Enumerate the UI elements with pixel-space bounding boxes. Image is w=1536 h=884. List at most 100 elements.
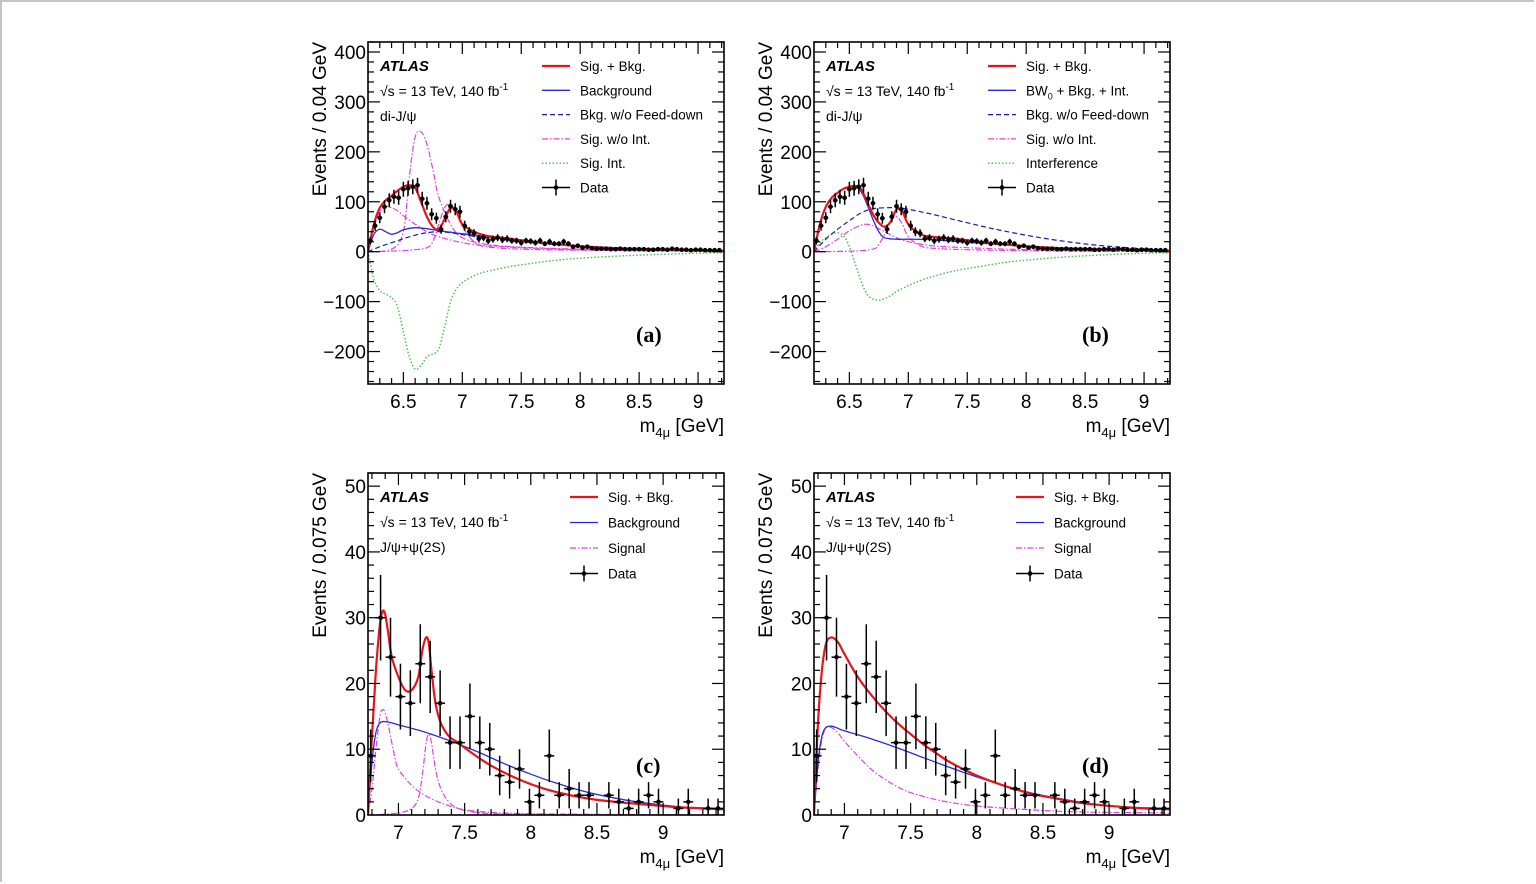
data-point-marker [617,246,623,251]
data-point-marker [674,246,680,252]
plot-frame [367,41,725,385]
data-point [1010,768,1021,809]
data-point [1073,246,1079,252]
data-point-marker [1096,247,1102,252]
x-tick-label: 7 [839,823,850,844]
data-point [564,768,575,809]
data-point-marker [656,799,661,805]
data-point-marker [405,185,411,191]
data-point-marker [528,238,533,244]
data-point-marker [566,241,571,247]
data-point [861,177,866,193]
x-tick-label: 7 [393,823,404,844]
data-point [419,191,425,206]
data-point [490,235,496,243]
data-point [653,788,664,815]
y-tick-label: −200 [323,343,366,364]
data-point-marker [398,694,403,699]
data-point-marker [997,241,1003,247]
legend-item-background: Background [542,83,652,98]
legend-label-rest: + Bkg. + Int. [1053,83,1130,98]
data-point-marker [1161,806,1167,811]
x-tick-label: 7.5 [508,392,534,413]
data-point [665,247,670,252]
energy-lumi-label: √s = 13 TeV, 140 fb-1 [380,82,509,99]
data-point-marker [1111,247,1116,252]
data-point-marker [1063,246,1069,251]
data-point-marker [1068,246,1074,252]
series-line-sig-int [368,251,724,371]
data-point-marker [824,615,829,620]
data-point [1078,246,1083,252]
data-point [372,220,378,231]
data-point [556,241,562,247]
channel-label: di-J/ψ [826,108,862,124]
data-point-marker [556,792,562,798]
data-point-marker [1120,246,1126,252]
data-point-marker [636,799,641,805]
data-point [415,624,426,704]
x-tick-label: 8.5 [1030,823,1056,844]
data-point [368,729,376,783]
data-point [613,788,624,815]
data-point-marker [1022,792,1028,798]
data-point [960,749,971,789]
data-point [851,180,857,196]
data-point [396,190,402,205]
panel-label: (b) [1082,322,1109,347]
data-point [946,236,951,244]
series-line-interference [814,231,1170,301]
legend-label-main: Background [608,516,680,531]
data-point-marker [495,235,500,241]
legend-label-main: Data [1026,181,1055,196]
data-point-marker [1129,247,1135,252]
legend-item-signal: Signal [570,541,646,556]
series-line-sig-w-o-int-peak-2 [814,216,1170,253]
data-point [533,239,538,246]
energy-lumi-sup: -1 [499,82,508,93]
legend-label-main: BW [1026,83,1048,98]
data-point [1087,246,1093,252]
x-tick-label: 8.5 [626,392,652,413]
x-tick-label: 8 [971,823,982,844]
data-point [1096,247,1102,252]
data-point-marker [861,182,866,188]
data-point [534,782,545,809]
x-tick-label: 7.5 [451,823,477,844]
data-point-marker [974,238,979,244]
data-point [1016,244,1022,250]
data-point [514,749,525,789]
x-axis-title-main: m [1086,847,1102,868]
legend-item-data: Data [1016,565,1083,582]
data-point-marker [401,186,406,192]
data-point-marker [417,661,423,667]
data-point-marker [570,244,576,250]
data-point [993,238,998,245]
x-tick-label: 9 [658,823,669,844]
data-point [922,235,928,243]
data-point-marker [973,799,978,805]
x-axis-title-sub: 4μ [1101,425,1116,440]
data-point [504,235,510,243]
data-point [566,241,571,247]
data-point-marker [1106,246,1112,252]
data-point-marker [382,204,387,210]
data-point-marker [646,792,651,798]
data-point [1089,782,1100,809]
data-point [1106,246,1112,252]
data-point [913,227,918,237]
data-point [445,716,456,769]
data-point-marker [1092,792,1097,798]
legend-label-main: Interference [1026,156,1098,171]
legend-label-main: Signal [608,541,646,556]
experiment-label: ATLAS [379,58,429,75]
x-axis-title-unit: [GeV] [670,847,724,868]
data-point [455,716,465,769]
x-tick-label: 7 [457,392,468,413]
data-point [1082,246,1088,252]
data-point-marker [950,236,956,242]
data-point-marker [705,806,711,811]
data-point [514,237,519,244]
data-point [382,200,387,214]
y-tick-label: 30 [791,609,812,630]
